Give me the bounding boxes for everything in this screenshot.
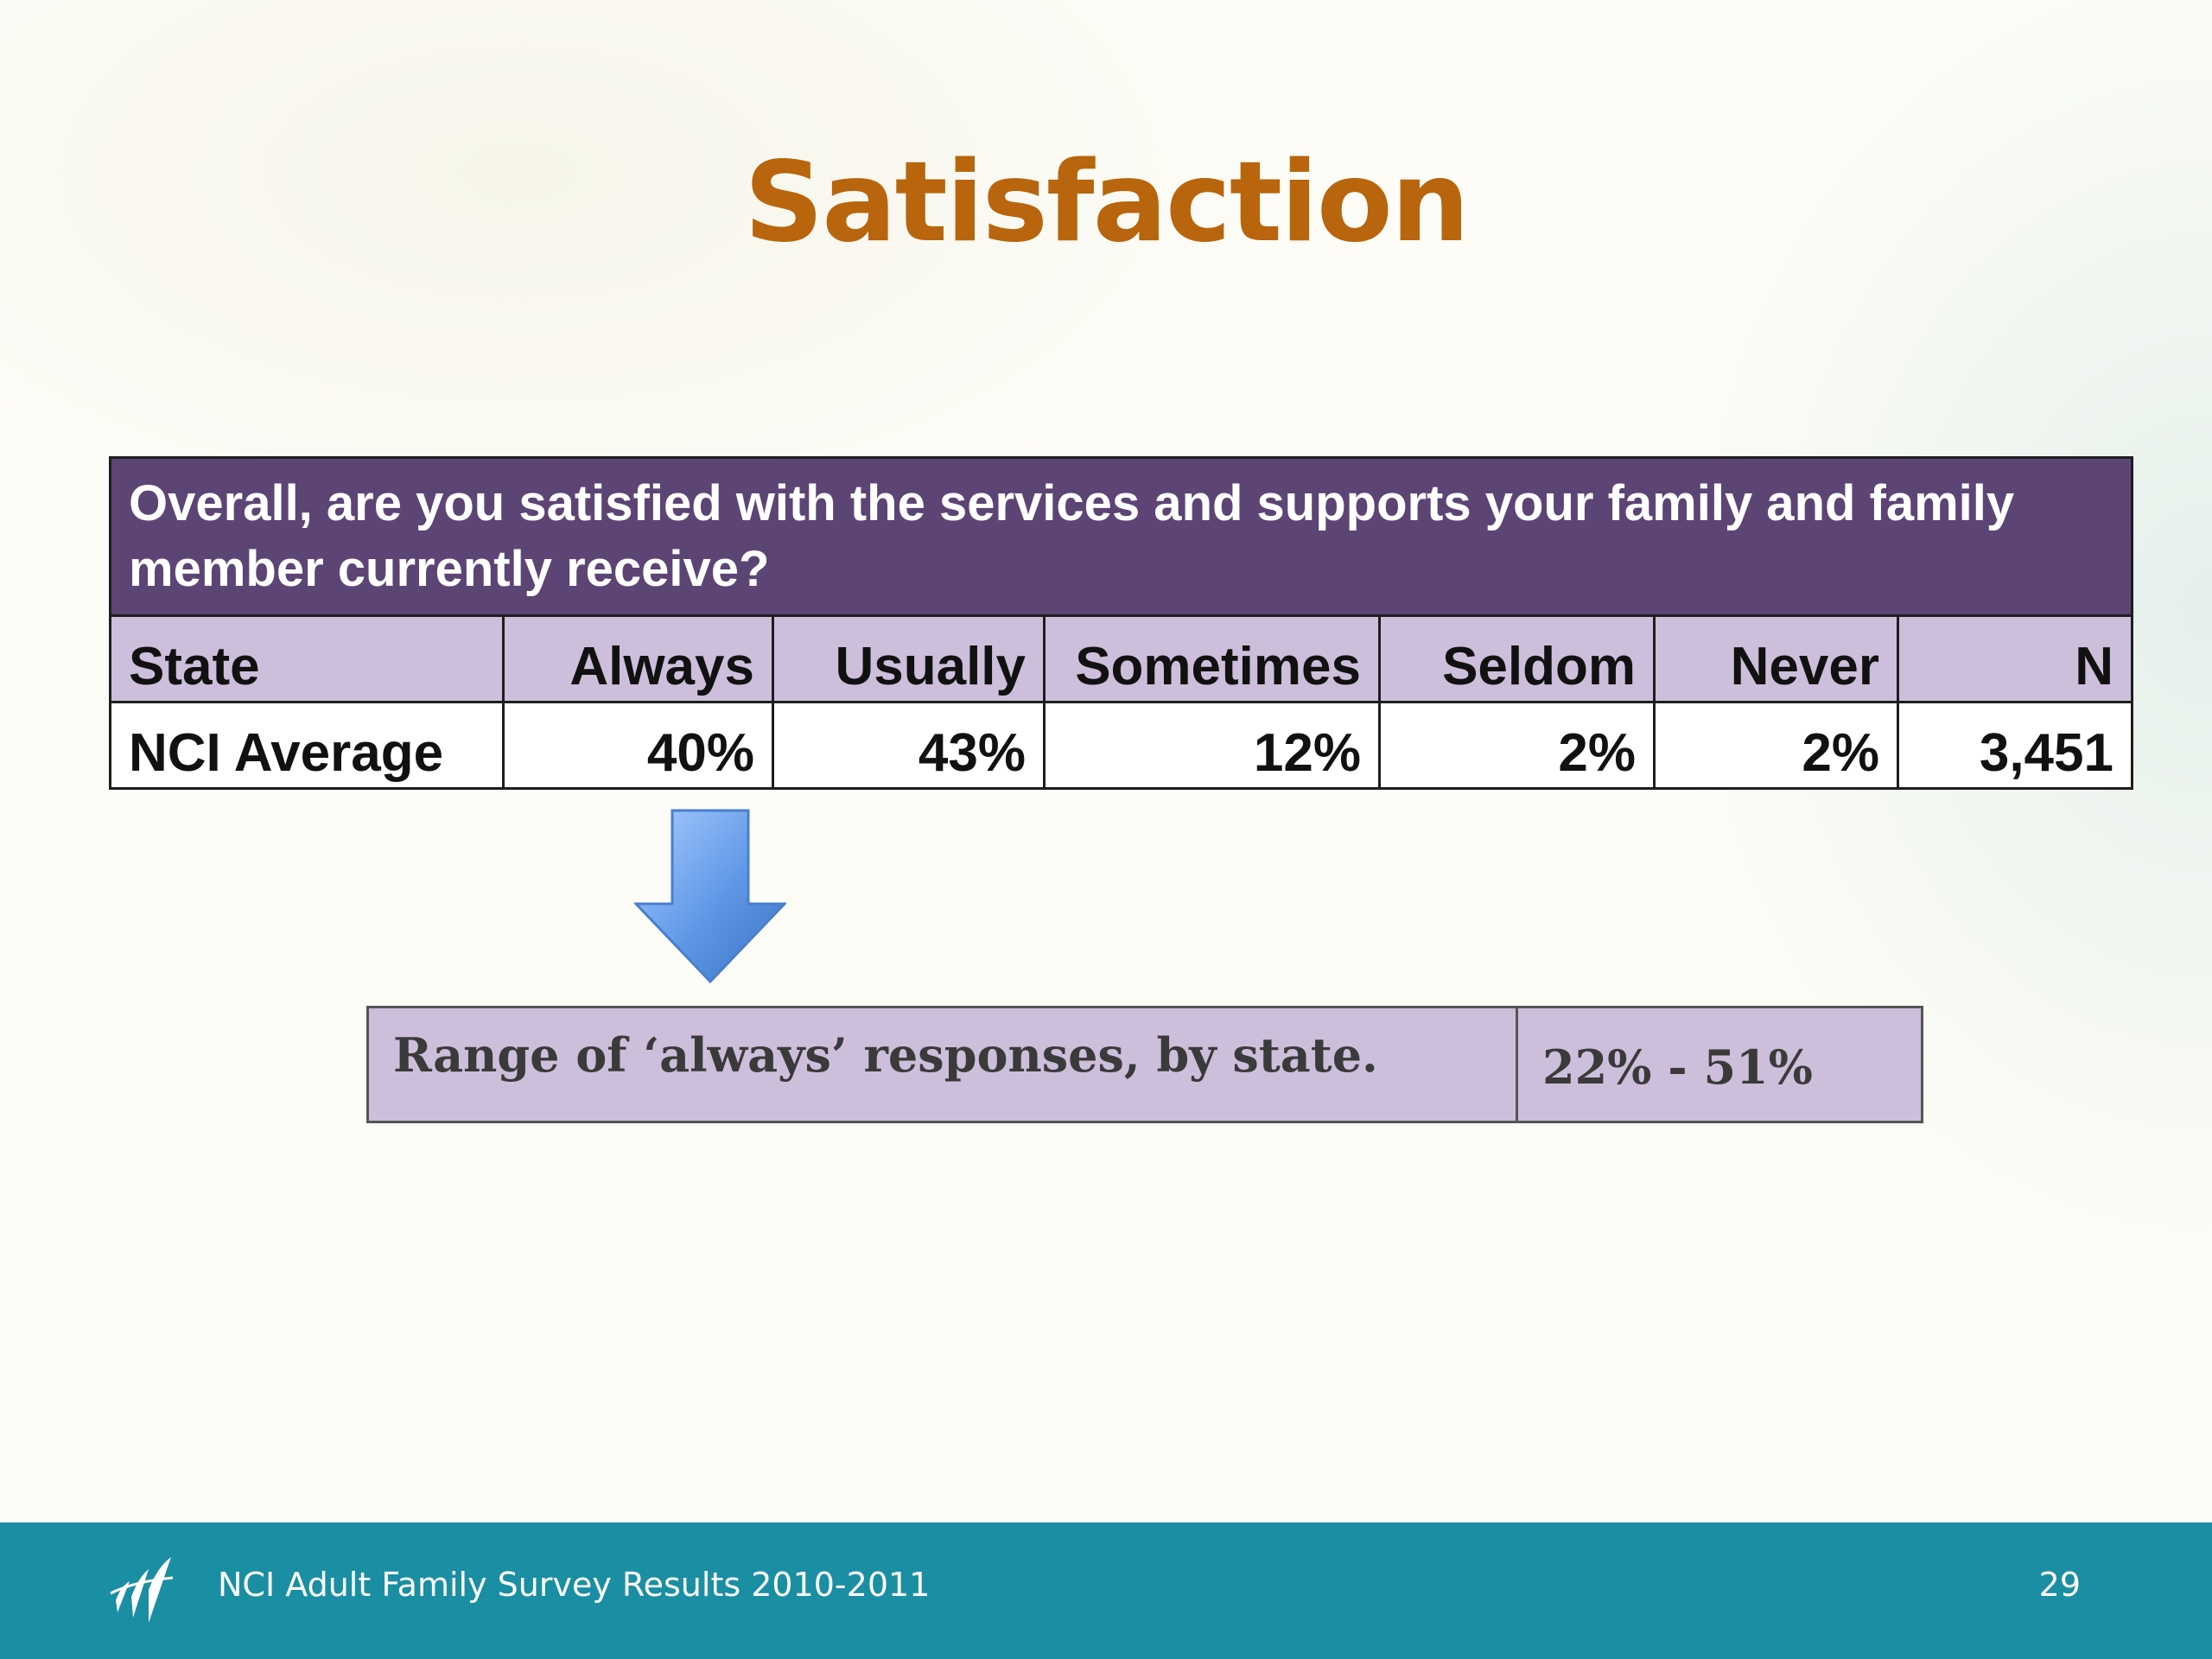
- page-number: 29: [2038, 1566, 2081, 1604]
- arrow-down-icon: [634, 809, 786, 983]
- column-header-always: Always: [502, 614, 774, 703]
- range-box: Range of ‘always’ responses, by state. 2…: [366, 1006, 1923, 1123]
- column-header-sometimes: Sometimes: [1043, 614, 1381, 703]
- range-value: 22% - 51%: [1542, 1039, 1813, 1095]
- table-header-row: State Always Usually Sometimes Seldom Ne…: [109, 614, 2133, 703]
- survey-question: Overall, are you satisfied with the serv…: [109, 456, 2133, 617]
- cell-n: 3,451: [1897, 701, 2133, 790]
- column-header-usually: Usually: [772, 614, 1046, 703]
- page-title: Satisfaction: [744, 138, 1470, 267]
- cell-state: NCI Average: [109, 701, 505, 790]
- cell-always: 40%: [502, 701, 774, 790]
- range-label: Range of ‘always’ responses, by state.: [369, 1008, 1518, 1121]
- nci-logo-icon: [110, 1557, 174, 1623]
- column-header-state: State: [109, 614, 505, 703]
- cell-usually: 43%: [772, 701, 1046, 790]
- column-header-n: N: [1897, 614, 2133, 703]
- footer-text: NCI Adult Family Survey Results 2010-201…: [218, 1566, 931, 1604]
- cell-seldom: 2%: [1378, 701, 1656, 790]
- table-row: NCI Average 40% 43% 12% 2% 2% 3,451: [109, 701, 2133, 790]
- column-header-never: Never: [1653, 614, 1899, 703]
- satisfaction-table: Overall, are you satisfied with the serv…: [109, 456, 2133, 790]
- cell-sometimes: 12%: [1043, 701, 1381, 790]
- column-header-seldom: Seldom: [1378, 614, 1656, 703]
- footer-bar: NCI Adult Family Survey Results 2010-201…: [0, 1522, 2212, 1659]
- cell-never: 2%: [1653, 701, 1899, 790]
